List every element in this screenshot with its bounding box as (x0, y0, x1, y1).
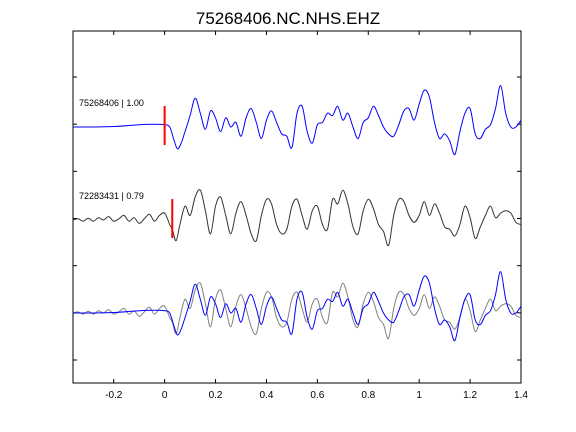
trace-label-1: 75268406 | 1.00 (79, 98, 144, 108)
chart-title: 75268406.NC.NHS.EHZ (196, 9, 380, 28)
x-tick-label: 1 (416, 390, 422, 401)
plot-area-frame (72, 30, 522, 384)
waveform-line-middle (72, 189, 522, 247)
y-axis-ticks (73, 76, 521, 361)
x-tick-label: 1.2 (463, 390, 477, 401)
x-tick-label: 0.8 (361, 390, 375, 401)
x-tick-label: 1.4 (514, 390, 528, 401)
x-tick-label: 0.4 (260, 390, 274, 401)
trace-label-2: 72283431 | 0.79 (79, 191, 144, 201)
x-tick-label: 0.2 (209, 390, 223, 401)
waveform-line-bottom (72, 271, 522, 342)
phase-pick-markers (163, 106, 174, 238)
waveform-line-top (72, 85, 522, 156)
x-axis-ticks: -0.2 0 0.2 0.4 0.6 0.8 1 1.2 1.4 (105, 31, 528, 401)
waveform-traces (72, 85, 522, 342)
x-tick-label: 0 (162, 390, 168, 401)
x-tick-label: 0.6 (310, 390, 324, 401)
x-tick-label: -0.2 (105, 390, 123, 401)
